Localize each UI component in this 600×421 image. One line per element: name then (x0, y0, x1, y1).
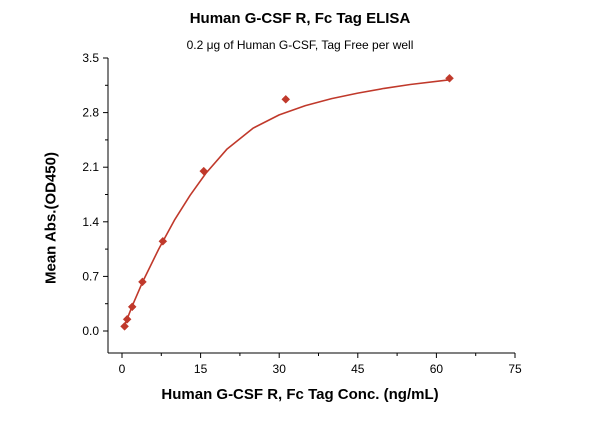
fit-curve-layer (122, 79, 450, 329)
y-tick-label: 2.8 (82, 106, 99, 120)
data-point (445, 73, 454, 83)
data-point (281, 94, 291, 104)
y-axis-label: Mean Abs.(OD450) (42, 152, 60, 284)
axes (107, 58, 515, 354)
fit-curve (122, 79, 450, 329)
y-tick-label: 0.7 (82, 269, 99, 283)
points-layer (120, 73, 454, 331)
x-tick-label: 0 (119, 362, 126, 376)
data-point (138, 277, 147, 287)
chart-subtitle: 0.2 μg of Human G-CSF, Tag Free per well (186, 38, 414, 52)
ticks: 0.0 0.7 1.4 2.1 2.8 3.5 0 15 30 45 60 75 (82, 51, 522, 376)
y-tick-label: 2.1 (82, 160, 99, 174)
y-tick-label: 3.5 (82, 51, 99, 65)
x-tick-label: 15 (194, 362, 208, 376)
data-point (120, 321, 129, 331)
data-point (158, 236, 168, 246)
data-point (199, 166, 209, 176)
data-point (122, 314, 132, 324)
x-tick-label: 75 (508, 362, 522, 376)
y-tick-label: 1.4 (82, 215, 99, 229)
x-tick-label: 30 (273, 362, 287, 376)
y-tick-label: 0.0 (82, 324, 99, 338)
x-axis-label: Human G-CSF R, Fc Tag Conc. (ng/mL) (161, 386, 439, 403)
data-point (127, 302, 137, 312)
x-tick-label: 45 (351, 362, 365, 376)
x-tick-label: 60 (430, 362, 444, 376)
chart-title: Human G-CSF R, Fc Tag ELISA (189, 10, 411, 27)
